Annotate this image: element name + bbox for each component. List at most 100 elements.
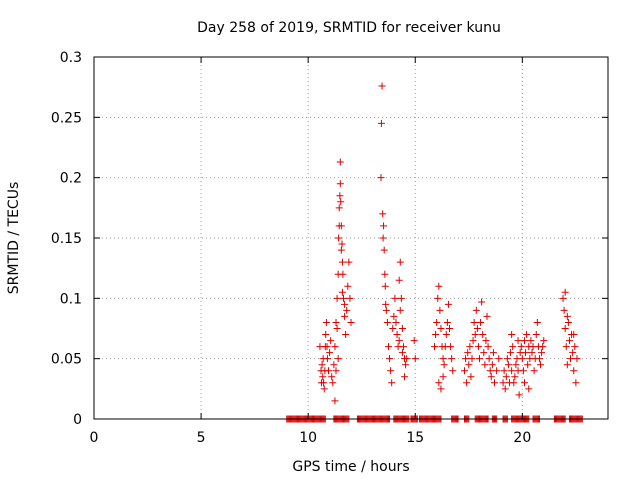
data-point	[440, 361, 448, 369]
y-tick-label: 0.05	[51, 352, 82, 368]
data-point	[346, 294, 354, 302]
data-point	[512, 361, 520, 369]
data-point	[331, 397, 339, 405]
data-point	[488, 361, 496, 369]
data-point	[338, 288, 346, 296]
data-point	[442, 331, 450, 339]
data-point	[444, 300, 452, 308]
x-tick-labels: 0 5 10 15 20	[90, 430, 532, 446]
data-point	[507, 349, 515, 357]
data-point	[569, 349, 577, 357]
data-point	[439, 355, 447, 363]
data-point	[339, 270, 347, 278]
data-point	[338, 240, 346, 248]
data-point	[515, 391, 523, 399]
data-point	[397, 294, 405, 302]
x-axis-title: GPS time / hours	[292, 459, 409, 475]
data-point	[398, 349, 406, 357]
y-tick-label: 0.15	[51, 231, 82, 247]
data-point	[503, 355, 511, 363]
data-point	[399, 343, 407, 351]
data-point	[336, 180, 344, 188]
data-point	[483, 312, 491, 320]
data-point	[522, 349, 530, 357]
data-point	[380, 246, 388, 254]
data-point	[525, 385, 533, 393]
data-point	[347, 318, 355, 326]
data-point	[344, 282, 352, 290]
data-point	[476, 355, 483, 363]
data-point	[435, 379, 443, 387]
data-point	[520, 379, 528, 387]
data-point	[468, 355, 476, 363]
data-point	[565, 337, 573, 345]
data-point	[561, 288, 569, 296]
data-point	[322, 331, 330, 339]
data-point	[562, 343, 570, 351]
data-point	[560, 306, 568, 314]
data-point	[535, 355, 543, 363]
data-point	[387, 367, 395, 375]
data-point	[379, 234, 387, 242]
data-point	[388, 379, 396, 387]
data-point	[395, 337, 403, 345]
data-point	[528, 349, 536, 357]
data-point	[378, 82, 386, 90]
data-point	[333, 325, 341, 332]
data-point	[563, 361, 571, 369]
data-point	[508, 367, 516, 375]
data-point	[480, 349, 488, 357]
data-point	[464, 349, 472, 357]
data-point	[431, 343, 439, 351]
data-point	[393, 331, 401, 339]
data-point	[466, 343, 474, 351]
data-point	[398, 325, 406, 332]
data-point	[337, 198, 345, 206]
data-point	[524, 361, 532, 369]
data-point	[436, 306, 444, 314]
data-point	[322, 318, 330, 326]
data-point	[473, 325, 481, 332]
y-tick-label: 0.3	[60, 50, 82, 66]
data-point	[500, 367, 508, 375]
data-point	[493, 367, 501, 375]
data-point	[538, 349, 546, 357]
data-point	[474, 343, 482, 351]
data-point	[537, 361, 545, 369]
data-point	[519, 367, 527, 375]
data-point	[411, 355, 419, 363]
data-point	[523, 331, 531, 339]
data-point	[390, 312, 398, 320]
data-point	[340, 294, 348, 302]
data-point	[334, 355, 342, 363]
y-tick-label: 0.2	[60, 171, 82, 187]
data-point	[332, 318, 340, 326]
y-axis-title: SRMTID / TECUs	[6, 182, 22, 295]
data-point	[325, 367, 333, 375]
data-point	[439, 373, 447, 381]
data-point	[323, 355, 331, 363]
data-point	[396, 306, 404, 314]
data-point	[559, 294, 567, 302]
data-point	[533, 318, 541, 326]
data-point	[437, 385, 445, 393]
data-point	[570, 331, 578, 339]
data-point	[379, 210, 387, 218]
data-point	[467, 373, 475, 381]
x-tick-label: 5	[197, 430, 206, 446]
data-point	[432, 331, 440, 339]
data-point	[540, 337, 548, 345]
data-point	[490, 379, 498, 387]
y-tick-label: 0.1	[60, 291, 82, 307]
data-point	[502, 373, 510, 381]
data-point	[470, 318, 478, 326]
y-tick-labels: 0 0.05 0.1 0.15 0.2 0.25 0.3	[51, 50, 82, 428]
data-point	[482, 337, 490, 345]
data-point	[481, 361, 489, 369]
data-point	[485, 355, 493, 363]
data-point	[320, 385, 328, 393]
data-point	[395, 276, 403, 284]
data-point	[487, 373, 495, 381]
data-point	[320, 379, 328, 387]
